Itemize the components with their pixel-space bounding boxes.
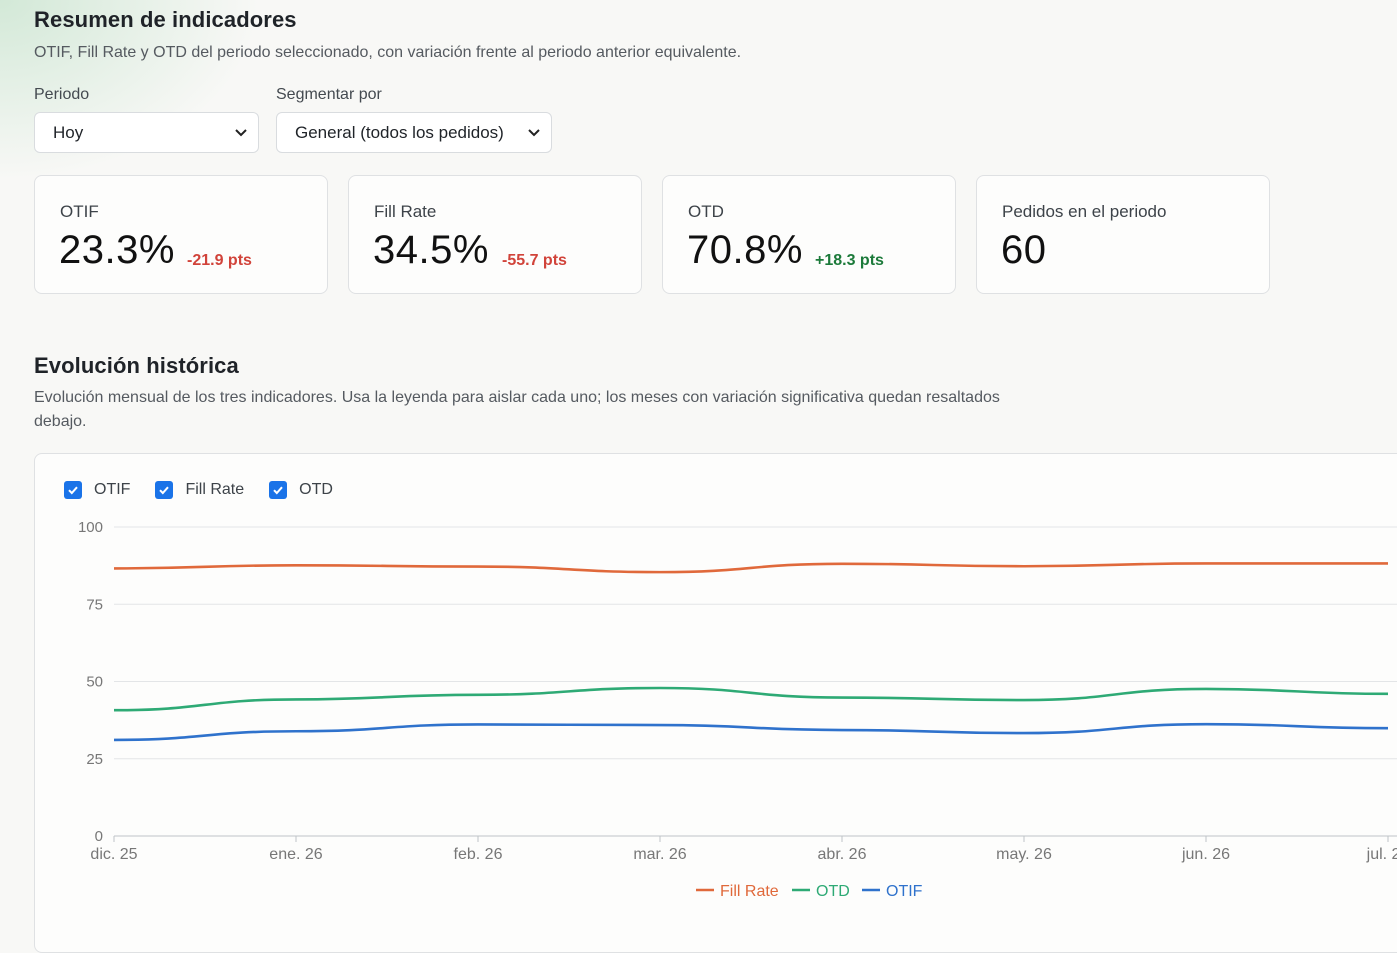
series-line-otd <box>113 686 1389 712</box>
kpi-label: Pedidos en el periodo <box>1002 202 1167 221</box>
kpi-label: OTD <box>688 202 724 221</box>
toggle-label: OTD <box>299 481 333 498</box>
y-tick-label: 25 <box>86 751 103 768</box>
segment-filter: Segmentar por General (todos los pedidos… <box>276 86 552 153</box>
legend-label: OTIF <box>886 883 923 900</box>
toggle-label: Fill Rate <box>185 481 245 498</box>
legend-label: OTD <box>816 883 850 900</box>
checkbox-checked-icon[interactable] <box>269 481 288 499</box>
history-chart-card: OTIF Fill Rate OTD <box>34 453 1397 953</box>
y-tick-label: 50 <box>86 674 103 691</box>
legend-label: Fill Rate <box>720 883 779 900</box>
kpi-card-otif: OTIF 23.3% -21.9 pts <box>34 175 328 294</box>
period-label: Periodo <box>34 86 90 103</box>
kpi-value: 60 <box>1001 228 1047 272</box>
period-select[interactable]: Hoy <box>34 112 259 153</box>
checkbox-checked-icon[interactable] <box>155 481 174 499</box>
toggle-label: OTIF <box>94 481 131 498</box>
period-select-value: Hoy <box>53 122 84 142</box>
y-tick-label: 75 <box>86 596 103 613</box>
x-tick-label: jul. 26 <box>1366 846 1397 863</box>
kpi-card-orders: Pedidos en el periodo 60 <box>976 175 1270 294</box>
x-tick-label: dic. 25 <box>90 846 137 863</box>
kpi-value: 34.5% <box>373 228 489 272</box>
y-tick-label: 0 <box>95 828 103 845</box>
x-tick-label: ene. 26 <box>269 846 322 863</box>
kpi-value: 23.3% <box>59 228 175 272</box>
x-tick-label: may. 26 <box>996 846 1052 863</box>
toggle-fill-rate[interactable]: Fill Rate <box>155 481 244 499</box>
x-tick-label: abr. 26 <box>818 846 867 863</box>
chevron-down-icon <box>528 129 540 137</box>
kpi-card-fill-rate: Fill Rate 34.5% -55.7 pts <box>348 175 642 294</box>
kpi-card-otd: OTD 70.8% +18.3 pts <box>662 175 956 294</box>
segment-select-value: General (todos los pedidos) <box>295 122 504 142</box>
history-title: Evolución histórica <box>34 353 239 378</box>
kpi-delta: -55.7 pts <box>502 252 567 269</box>
kpi-label: Fill Rate <box>374 202 437 221</box>
history-description: Evolución mensual de los tres indicadore… <box>34 389 1000 430</box>
x-tick-label: feb. 26 <box>454 846 503 863</box>
y-tick-label: 100 <box>78 519 103 536</box>
kpi-value: 70.8% <box>687 228 803 272</box>
kpi-delta: +18.3 pts <box>815 252 884 269</box>
kpi-label: OTIF <box>60 202 99 221</box>
history-line-chart: 0 25 50 75 100 dic. 25 ene. 26 feb. 26 mar. 26 ab… <box>78 519 1397 900</box>
chevron-down-icon <box>235 129 247 137</box>
checkbox-checked-icon[interactable] <box>64 481 82 499</box>
series-line-otif <box>113 722 1389 742</box>
period-filter: Periodo Hoy <box>34 86 259 153</box>
x-tick-label: mar. 26 <box>633 846 686 863</box>
toggle-otd[interactable]: OTD <box>269 481 333 499</box>
summary-description: OTIF, Fill Rate y OTD del periodo selecc… <box>34 44 742 61</box>
series-toggles: OTIF Fill Rate OTD <box>64 481 358 499</box>
summary-title: Resumen de indicadores <box>34 7 297 32</box>
kpi-delta: -21.9 pts <box>187 252 252 269</box>
series-line-fill-rate <box>113 562 1388 574</box>
segment-select[interactable]: General (todos los pedidos) <box>276 112 552 153</box>
segment-label: Segmentar por <box>276 86 382 103</box>
toggle-otif[interactable]: OTIF <box>64 481 130 499</box>
x-tick-label: jun. 26 <box>1181 846 1230 863</box>
